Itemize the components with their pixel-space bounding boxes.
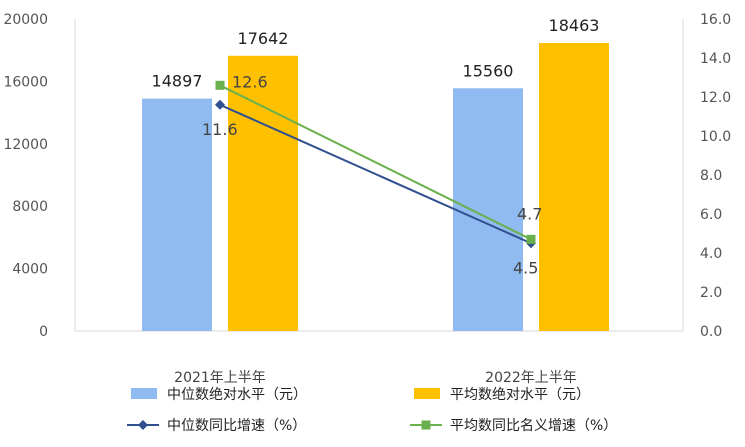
lines <box>215 80 536 249</box>
left-tick-label: 4000 <box>12 262 48 278</box>
line-data-label: 4.7 <box>517 204 542 223</box>
bar-median <box>142 98 212 331</box>
legend-marker <box>138 420 148 430</box>
right-tick-label: 10.0 <box>700 129 731 145</box>
line-data-label: 4.5 <box>513 258 538 277</box>
legend: 中位数绝对水平（元） 平均数绝对水平（元） 中位数同比增速（%） 平均数同比名义增速（… <box>127 387 617 434</box>
line-median-growth <box>219 103 532 245</box>
data-labels: 14897 15560 17642 18463 11.6 4.5 12.6 4.7 <box>152 16 600 277</box>
legend-label: 平均数绝对水平（元） <box>450 387 590 403</box>
right-tick-label: 6.0 <box>700 207 722 223</box>
line-point <box>215 99 225 110</box>
right-tick-label: 12.0 <box>700 90 731 106</box>
line-point <box>526 234 536 244</box>
right-tick-label: 14.0 <box>700 51 731 67</box>
line-data-label: 11.6 <box>202 120 238 139</box>
bar-data-label: 17642 <box>238 29 289 48</box>
bar-mean <box>539 42 609 331</box>
bar-data-label: 18463 <box>549 16 600 35</box>
bar-data-label: 15560 <box>463 61 514 80</box>
bar-median <box>453 88 523 331</box>
right-tick-label: 0.0 <box>700 324 722 340</box>
right-tick-label: 2.0 <box>700 285 722 301</box>
legend-label: 平均数同比名义增速（%） <box>450 418 617 434</box>
left-tick-label: 0 <box>39 324 48 340</box>
bar-mean <box>228 55 298 332</box>
right-tick-label: 8.0 <box>700 168 722 184</box>
bar-data-label: 14897 <box>152 72 203 91</box>
left-tick-label: 20000 <box>3 12 48 28</box>
left-tick-label: 16000 <box>3 74 48 90</box>
x-tick-label: 2021年上半年 <box>174 370 266 386</box>
line-mean-growth <box>219 84 532 241</box>
x-tick-label: 2022年上半年 <box>485 370 577 386</box>
legend-label: 中位数绝对水平（元） <box>167 387 307 403</box>
left-tick-label: 8000 <box>12 199 48 215</box>
legend-marker <box>421 420 431 430</box>
bars <box>142 42 609 332</box>
right-tick-label: 16.0 <box>700 12 731 28</box>
legend-swatch <box>414 388 440 399</box>
legend-swatch <box>131 388 157 399</box>
right-tick-label: 4.0 <box>700 246 722 262</box>
line-data-label: 12.6 <box>232 72 268 91</box>
line-point <box>215 80 225 90</box>
legend-label: 中位数同比增速（%） <box>167 418 306 434</box>
axes: 0 4000 8000 12000 16000 20000 0.0 2.0 4.0 6.0 8.0 1… <box>3 12 731 386</box>
left-tick-label: 12000 <box>3 137 48 153</box>
